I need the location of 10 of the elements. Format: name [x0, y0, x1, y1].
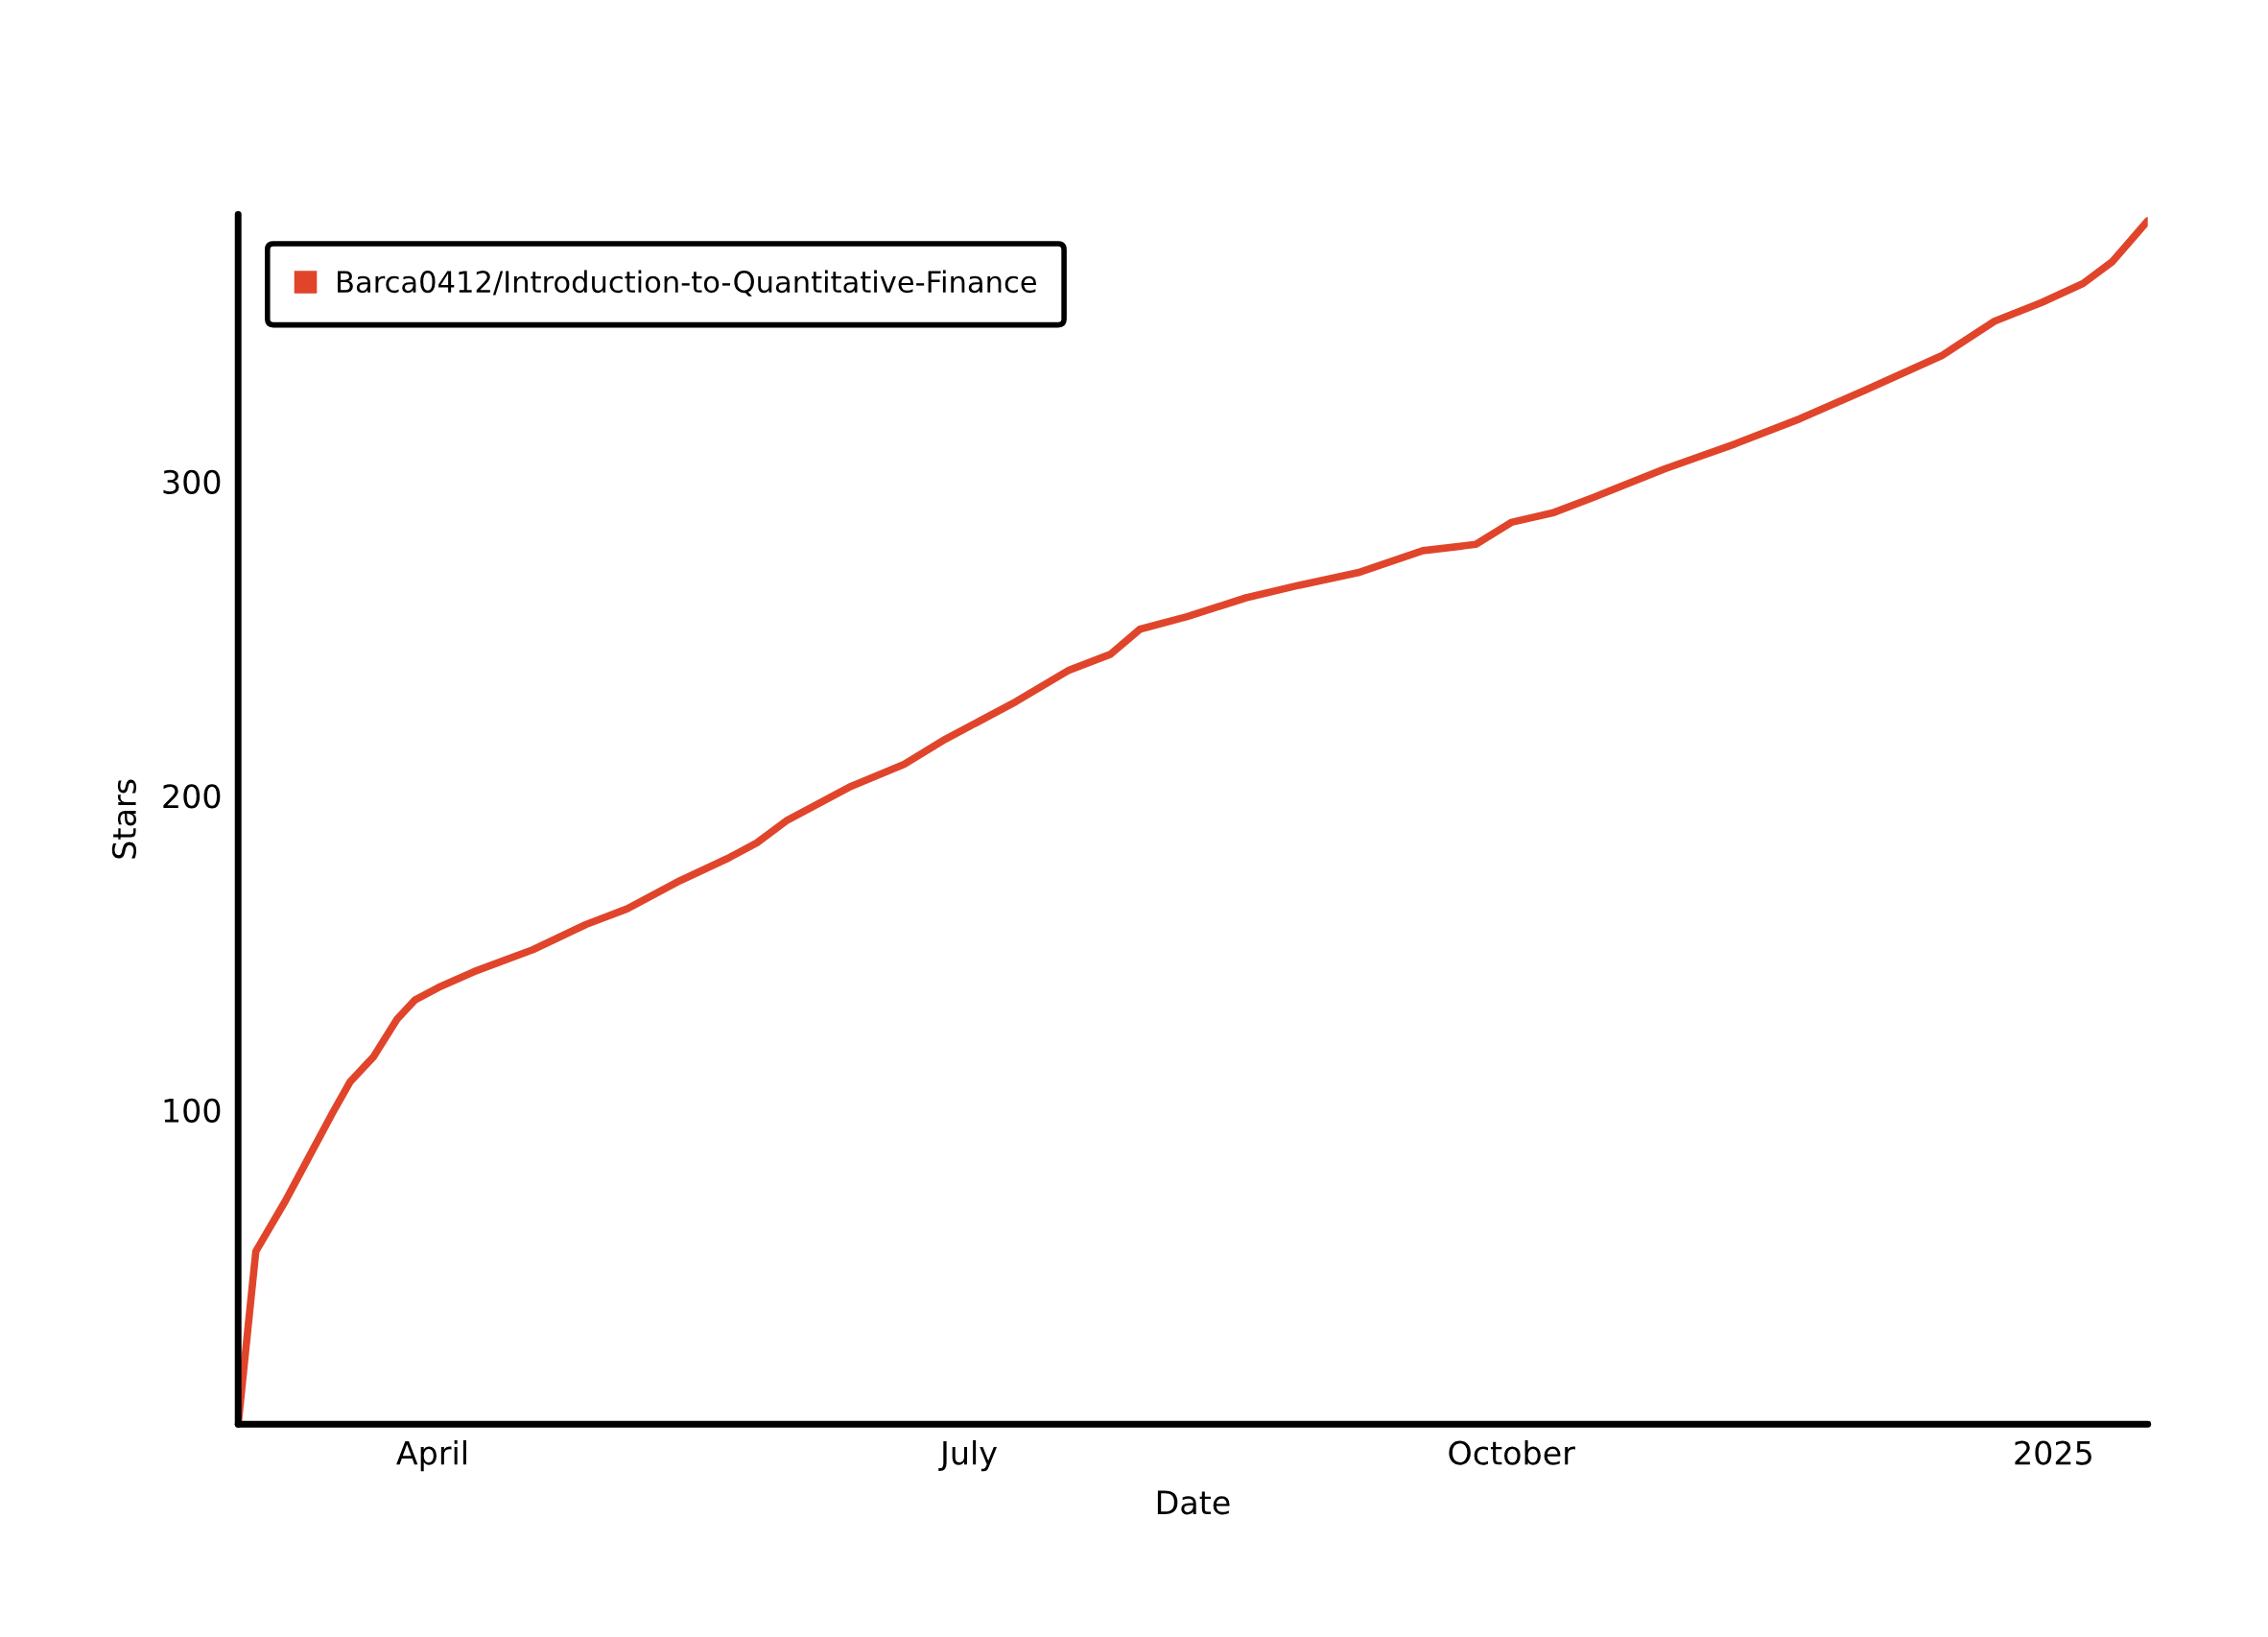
- x-axis-title: Date: [1157, 1490, 1230, 1515]
- x-tick-label: October: [1449, 1439, 1575, 1465]
- x-tick-label: 2025: [2015, 1440, 2091, 1465]
- x-tick-label: July: [938, 1439, 997, 1472]
- x-tick-label: April: [396, 1439, 466, 1472]
- y-tick-label: 300: [163, 469, 221, 494]
- y-axis-title: Stars: [111, 779, 137, 859]
- legend-label: Barca0412/Introduction-to-Quantitative-Finance: [338, 270, 1036, 297]
- y-tick-label: 200: [163, 784, 221, 809]
- y-tick-label: 100: [164, 1098, 221, 1123]
